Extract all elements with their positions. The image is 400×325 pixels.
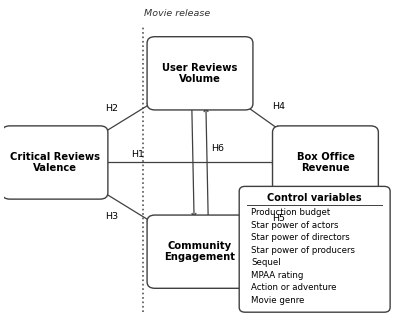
Text: Production budget: Production budget (251, 208, 331, 217)
Text: Action or adventure: Action or adventure (251, 283, 337, 292)
Text: Control variables: Control variables (267, 193, 362, 203)
Text: User Reviews
Volume: User Reviews Volume (162, 62, 238, 84)
FancyBboxPatch shape (2, 126, 108, 199)
FancyBboxPatch shape (239, 186, 390, 312)
Text: Sequel: Sequel (251, 258, 281, 267)
FancyBboxPatch shape (147, 37, 253, 110)
FancyBboxPatch shape (147, 215, 253, 288)
Text: H1: H1 (131, 150, 144, 159)
Text: Box Office
Revenue: Box Office Revenue (296, 152, 354, 173)
Text: H6: H6 (211, 144, 224, 153)
Text: H2: H2 (105, 104, 118, 113)
Text: MPAA rating: MPAA rating (251, 271, 304, 280)
Text: H4: H4 (272, 102, 285, 111)
Text: Community
Engagement: Community Engagement (164, 241, 236, 263)
FancyBboxPatch shape (272, 126, 378, 199)
Text: Critical Reviews
Valence: Critical Reviews Valence (10, 152, 100, 173)
Text: Star power of actors: Star power of actors (251, 221, 339, 230)
Text: Movie release: Movie release (144, 8, 210, 18)
Text: Star power of producers: Star power of producers (251, 246, 355, 255)
Text: Star power of directors: Star power of directors (251, 233, 350, 242)
Text: H5: H5 (272, 214, 285, 223)
Text: H3: H3 (105, 212, 118, 221)
Text: Movie genre: Movie genre (251, 296, 305, 305)
